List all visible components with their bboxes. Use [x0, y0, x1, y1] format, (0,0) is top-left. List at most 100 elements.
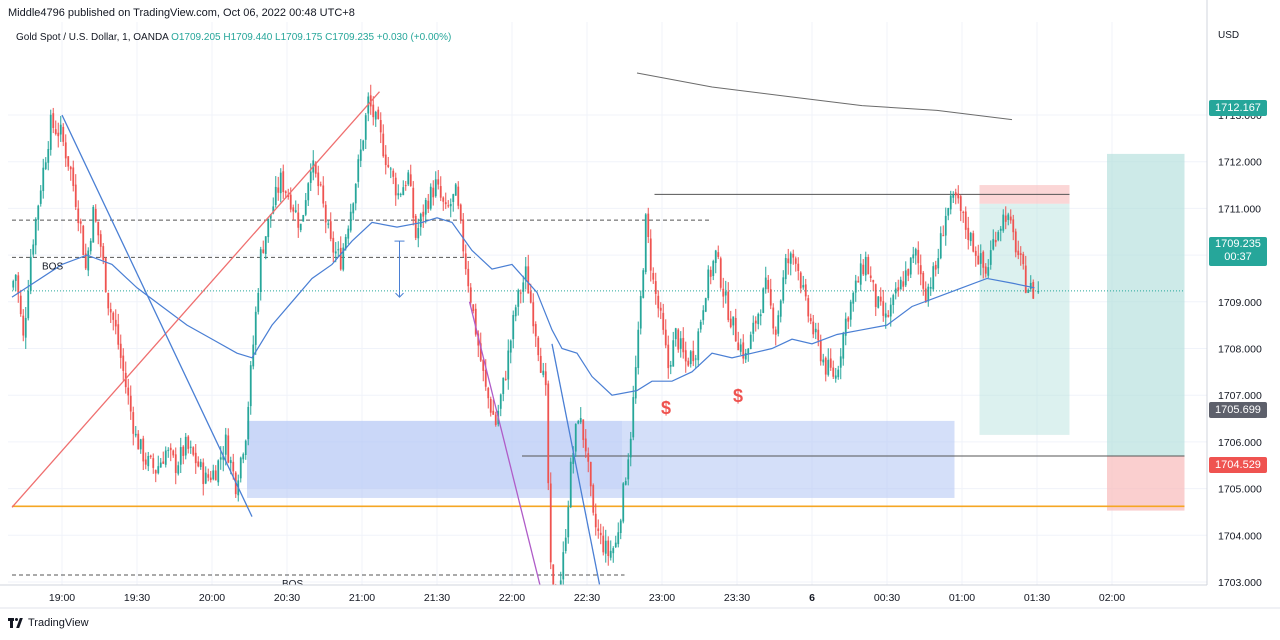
candle-body	[682, 337, 685, 353]
candle-body	[257, 292, 260, 312]
candle-body	[1027, 289, 1030, 293]
stop-price-tag: 1704.529	[1209, 457, 1267, 473]
symbol-legend[interactable]: Gold Spot / U.S. Dollar, 1, OANDA O1709.…	[16, 32, 451, 43]
candle-body	[637, 329, 640, 368]
liquidity-marker-1: $	[661, 398, 671, 418]
candle-body	[674, 328, 677, 340]
candle-body	[829, 358, 832, 368]
candle-body	[927, 286, 930, 302]
candle-body	[972, 233, 975, 252]
candle-body	[107, 292, 110, 309]
candle-body	[937, 258, 940, 269]
candle-body	[877, 296, 880, 308]
candle-body	[922, 272, 925, 289]
candle-body	[762, 288, 765, 313]
candle-body	[827, 359, 830, 375]
candle-body	[1014, 231, 1017, 253]
trend-line-3	[61, 114, 253, 517]
candle-body	[819, 340, 822, 362]
candle-body	[99, 234, 102, 247]
candle-body	[427, 200, 430, 210]
candle-body	[357, 159, 360, 182]
candle-body	[934, 264, 937, 270]
price-tick-label: 1712.000	[1218, 157, 1262, 169]
candle-body	[287, 194, 290, 197]
candle-body	[929, 287, 932, 289]
candle-body	[639, 296, 642, 329]
candle-body	[474, 308, 477, 335]
candle-body	[84, 253, 87, 269]
candle-body	[174, 454, 177, 473]
candle-body	[124, 372, 127, 388]
candle-body	[94, 208, 97, 222]
candle-body	[1012, 219, 1015, 233]
candle-body	[399, 194, 402, 196]
price-tick-label: 1703.000	[1218, 577, 1262, 589]
candle-body	[509, 340, 512, 353]
candle-body	[569, 461, 572, 508]
candle-body	[199, 461, 202, 468]
candle-body	[49, 114, 52, 150]
candles	[12, 84, 1040, 585]
candle-body-last	[1037, 290, 1040, 293]
long-stop-zone	[1107, 455, 1185, 511]
candle-body	[457, 186, 460, 206]
time-tick-label: 19:00	[49, 592, 75, 604]
candle-body	[604, 540, 607, 554]
candle-body	[939, 233, 942, 259]
candle-body	[439, 186, 442, 198]
candle-body	[844, 318, 847, 336]
candle-body	[527, 266, 530, 294]
candle-body	[334, 251, 337, 254]
candle-body	[97, 221, 100, 236]
candle-body	[662, 312, 665, 330]
candle-body	[402, 187, 405, 196]
candle-body	[452, 194, 455, 202]
candle-body	[767, 279, 770, 290]
candle-body	[412, 187, 415, 218]
candle-body	[449, 203, 452, 207]
candle-body	[687, 360, 690, 366]
candle-body	[272, 206, 275, 214]
candle-body	[372, 104, 375, 118]
candle-body	[954, 192, 957, 196]
candle-body	[324, 204, 327, 223]
candle-body	[277, 187, 280, 193]
candle-body	[219, 457, 222, 460]
candle-body	[839, 356, 842, 368]
tradingview-footer[interactable]: TradingView	[8, 617, 89, 629]
candle-body	[717, 252, 720, 257]
candle-body	[727, 291, 730, 320]
candle-body	[582, 419, 585, 440]
candle-body	[69, 166, 72, 170]
candle-body	[849, 301, 852, 320]
candle-body	[492, 410, 495, 415]
candle-body	[34, 219, 37, 246]
candle-body	[742, 342, 745, 359]
candle-body	[969, 232, 972, 242]
candle-body	[607, 540, 610, 557]
candle-body	[537, 337, 540, 356]
candle-body	[204, 472, 207, 484]
candle-body	[432, 187, 435, 198]
candle-body	[697, 331, 700, 361]
candle-body	[702, 310, 705, 321]
candle-body	[437, 179, 440, 185]
candle-body	[999, 228, 1002, 231]
candle-body	[992, 239, 995, 250]
candle-body	[44, 162, 47, 169]
candle-body	[62, 126, 65, 142]
price-tick-label: 1707.000	[1218, 390, 1262, 402]
candle-body	[259, 249, 262, 293]
trend-line-2	[468, 301, 541, 585]
candle-body	[647, 213, 650, 238]
candle-body	[832, 367, 835, 377]
candle-body	[169, 447, 172, 451]
time-tick-label: 23:30	[724, 592, 750, 604]
time-axis: 19:00 19:30 20:00 20:30 21:00 21:30 22:00 22:30…	[49, 592, 1125, 604]
candle-body	[792, 253, 795, 258]
candle-body	[709, 269, 712, 277]
time-tick-label: 22:00	[499, 592, 525, 604]
time-tick-label: 21:30	[424, 592, 450, 604]
